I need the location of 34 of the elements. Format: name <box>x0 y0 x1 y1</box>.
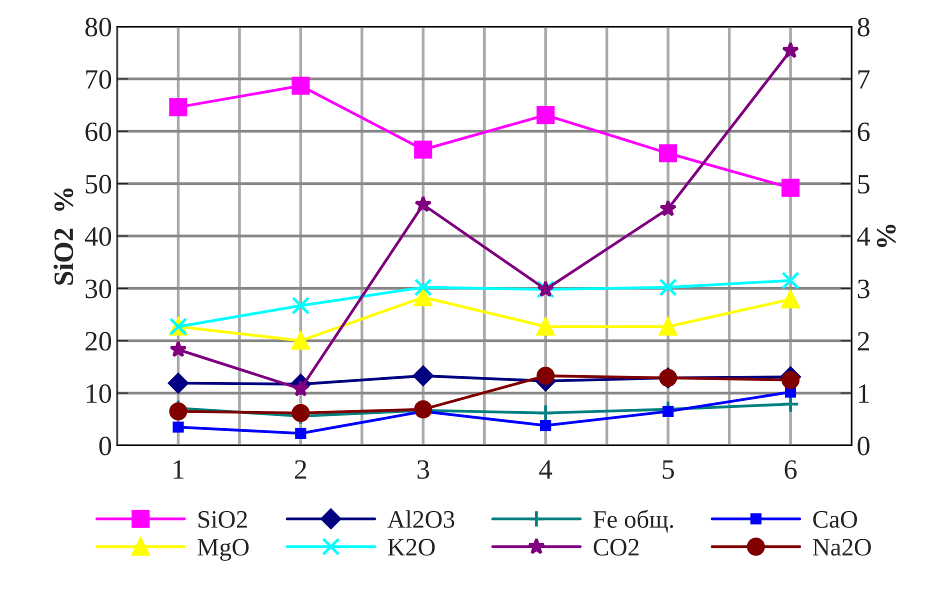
legend-label: Na2O <box>812 538 871 556</box>
x-tick-label: 4 <box>539 460 552 479</box>
y-tick-label: 40 <box>84 227 112 246</box>
legend-label: CO2 <box>594 538 639 556</box>
y-tick-label: 20 <box>86 332 112 351</box>
legend-label: CaO <box>813 511 857 528</box>
y-tick-label: 70 <box>86 70 112 89</box>
x-tick-label: 3 <box>418 460 430 479</box>
y-axis-title: SiO2 % <box>54 188 74 285</box>
x-tick-label: 2 <box>294 460 306 479</box>
legend-label: K2O <box>388 538 435 556</box>
legend-label: Fe общ. <box>593 510 674 533</box>
y-tick-label: 50 <box>86 174 112 194</box>
y2-tick-label: 5 <box>858 175 870 194</box>
y2-axis-title: % <box>876 224 896 248</box>
y2-tick-label: 1 <box>859 384 869 403</box>
y-tick-label: 10 <box>86 384 112 403</box>
x-tick-label: 6 <box>784 460 797 479</box>
y2-tick-label: 6 <box>858 122 870 142</box>
x-tick-label: 5 <box>662 460 674 479</box>
y2-tick-label: 4 <box>857 227 870 246</box>
y2-tick-label: 3 <box>858 280 870 298</box>
legend-label: SiO2 <box>198 511 247 528</box>
y-tick-label: 60 <box>86 122 112 142</box>
legend-label: Al2O3 <box>387 510 454 528</box>
legend-label: MgO <box>198 538 249 561</box>
y-tick-label: 30 <box>86 280 112 298</box>
y2-tick-label: 0 <box>858 436 870 456</box>
x-tick-label: 1 <box>174 460 184 479</box>
y2-tick-label: 7 <box>858 70 870 89</box>
y2-tick-label: 2 <box>858 332 869 350</box>
y-tick-label: 0 <box>99 436 112 456</box>
y2-tick-label: 8 <box>858 18 870 36</box>
y-tick-label: 80 <box>85 18 112 36</box>
